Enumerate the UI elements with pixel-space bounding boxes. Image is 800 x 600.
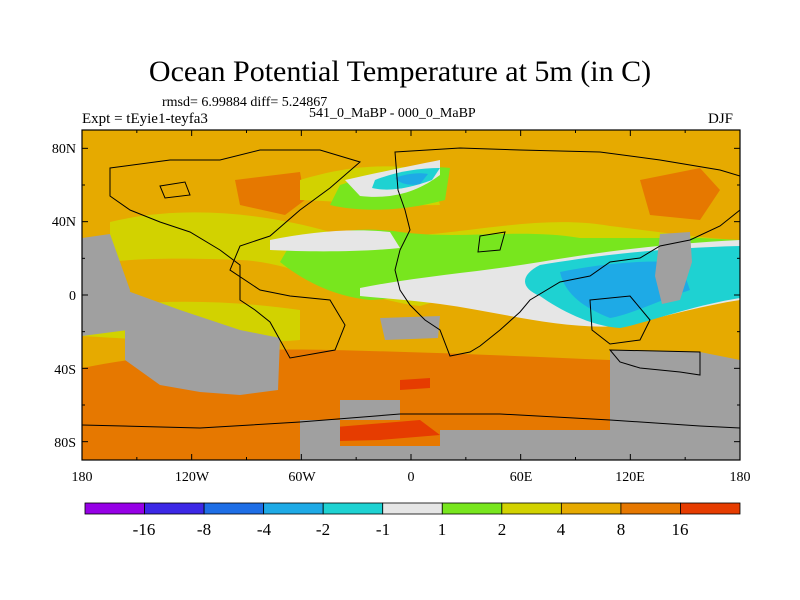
colorbar <box>84 502 741 515</box>
colorbar-label: 2 <box>498 520 507 539</box>
colorbar-swatch <box>322 502 384 515</box>
colorbar-label: -16 <box>133 520 156 539</box>
lon-label-60e: 60E <box>510 470 533 485</box>
map-ticks <box>81 130 741 460</box>
colorbar-swatch <box>203 502 265 515</box>
land-australia <box>610 350 740 460</box>
lat-label-0: 0 <box>69 289 76 304</box>
land-pacific-island <box>655 232 692 304</box>
colorbar-swatch <box>144 502 205 515</box>
field-patch-np-warm <box>640 168 720 220</box>
field-patch-na-warm <box>235 172 305 215</box>
colorbar-swatch <box>501 502 562 515</box>
field-white-atlantic <box>270 230 400 252</box>
colorbar-label: 1 <box>438 520 447 539</box>
lat-axis: 80N 40N 0 40S 80S <box>52 142 76 451</box>
colorbar-label: 16 <box>672 520 689 539</box>
land-west <box>82 234 130 336</box>
colorbar-swatch <box>620 502 681 515</box>
field-southern-hot-small <box>400 378 430 390</box>
lat-label-80s: 80S <box>54 436 76 451</box>
land-south-atlantic <box>380 316 440 340</box>
chart-title: Ocean Potential Temperature at 5m (in C) <box>148 55 652 88</box>
coastline-americas <box>109 149 362 359</box>
coastline-australia <box>608 349 701 376</box>
colorbar-label: -2 <box>316 520 330 539</box>
lon-label-120w: 120W <box>175 470 210 485</box>
coastline-maritime <box>589 295 651 345</box>
coastlines <box>82 147 740 429</box>
colorbar-swatch <box>680 502 741 515</box>
land-antarctica <box>82 420 740 460</box>
lat-label-40s: 40S <box>54 363 76 378</box>
coastline-antarctica <box>82 413 740 429</box>
land-antarctic-shelf <box>340 400 400 420</box>
season-label: DJF <box>708 111 734 127</box>
colorbar-labels: -16 -8 -4 -2 -1 1 2 4 8 16 <box>133 520 689 539</box>
chart-subtitle: 541_0_MaBP - 000_0_MaBP <box>309 106 476 121</box>
colorbar-label: -1 <box>376 520 390 539</box>
lon-label-180e: 180 <box>730 470 751 485</box>
land-masks <box>82 232 740 460</box>
colorbar-label: -8 <box>197 520 211 539</box>
lon-axis: 180 120W 60W 0 60E 120E 180 <box>72 470 751 485</box>
lon-label-180w: 180 <box>72 470 93 485</box>
colorbar-label: 8 <box>617 520 626 539</box>
lon-label-0: 0 <box>408 470 415 485</box>
lat-label-40n: 40N <box>52 215 76 230</box>
colorbar-swatch <box>560 502 622 515</box>
colorbar-swatch <box>382 502 443 515</box>
lon-label-120e: 120E <box>615 470 645 485</box>
colorbar-swatch <box>84 502 145 515</box>
colorbar-label: -4 <box>257 520 272 539</box>
land-south-america <box>125 290 280 395</box>
colorbar-label: 4 <box>557 520 566 539</box>
coastline-island-1 <box>159 181 191 199</box>
colorbar-swatch <box>441 502 503 515</box>
experiment-label: Expt = tEyie1-teyfa3 <box>82 111 208 127</box>
lon-label-60w: 60W <box>288 470 316 485</box>
coastline-eurafrasia <box>394 147 740 357</box>
stats-text: rmsd= 6.99884 diff= 5.24867 <box>162 95 328 110</box>
coastline-island-2 <box>477 231 506 253</box>
lat-label-80n: 80N <box>52 142 76 157</box>
temperature-field <box>82 130 740 460</box>
field-blue-north <box>395 173 428 185</box>
colorbar-swatch <box>263 502 324 515</box>
